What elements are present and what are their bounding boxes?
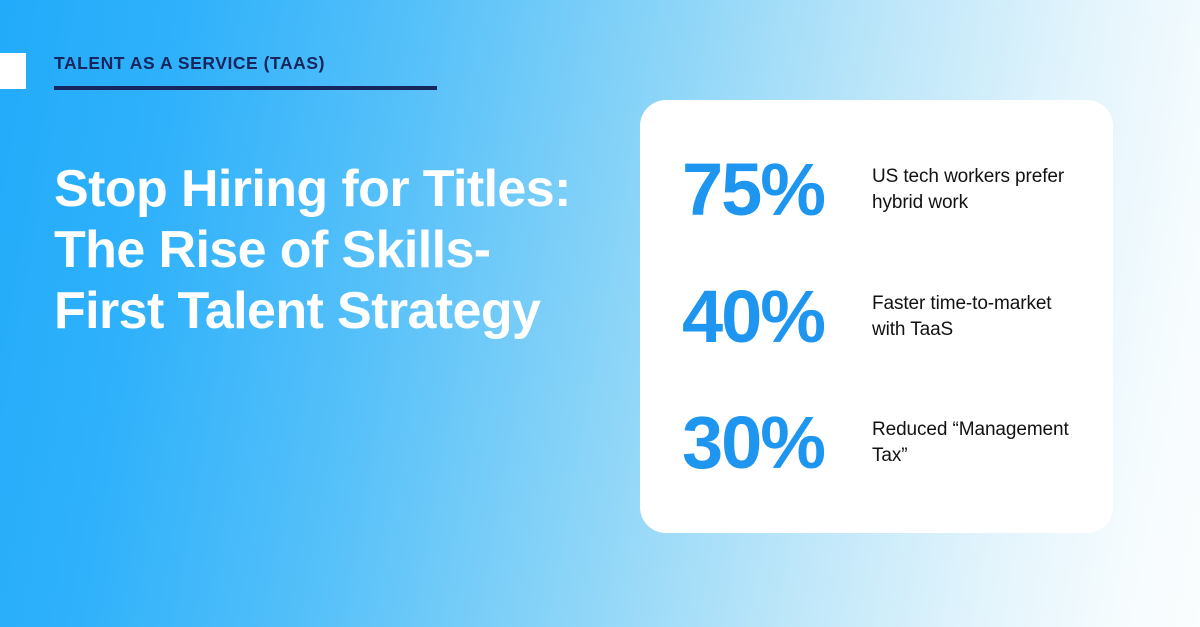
eyebrow-label: TALENT AS A SERVICE (TAAS) bbox=[54, 53, 325, 73]
stat-label: US tech workers prefer hybrid work bbox=[872, 166, 1065, 213]
eyebrow-underline-rule bbox=[54, 86, 437, 90]
stat-label: Faster time-to-market with TaaS bbox=[872, 292, 1052, 340]
stat-value: 75% bbox=[682, 148, 826, 231]
stat-row: 30% Reduced “Management Tax” bbox=[682, 397, 1079, 489]
stats-card: 75% US tech workers prefer hybrid work 4… bbox=[640, 100, 1113, 533]
stat-label: Reduced “Management Tax” bbox=[872, 419, 1069, 466]
stat-value: 40% bbox=[682, 274, 826, 358]
eyebrow-group: TALENT AS A SERVICE (TAAS) bbox=[54, 52, 474, 90]
page-title: Stop Hiring for Titles: The Rise of Skil… bbox=[54, 159, 571, 340]
accent-block bbox=[0, 53, 26, 89]
stat-value: 30% bbox=[682, 401, 826, 484]
stat-row: 40% Faster time-to-market with TaaS bbox=[682, 271, 1079, 363]
left-content-column: TALENT AS A SERVICE (TAAS) Stop Hiring f… bbox=[0, 52, 571, 340]
stat-row: 75% US tech workers prefer hybrid work bbox=[682, 144, 1079, 236]
